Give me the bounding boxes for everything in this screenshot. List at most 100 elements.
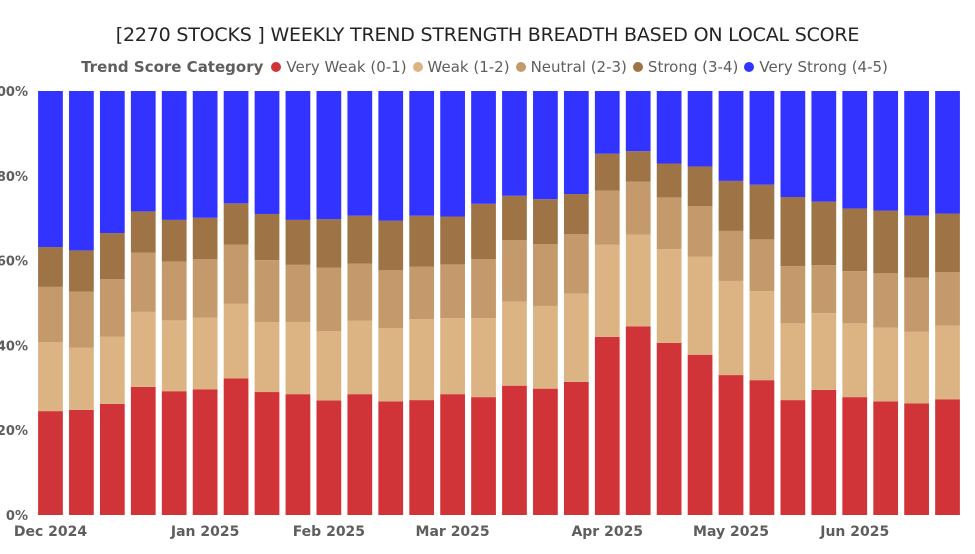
bar-segment-3-13[interactable]: [440, 216, 465, 265]
bar-segment-0-15[interactable]: [502, 385, 527, 515]
bar-segment-1-2[interactable]: [99, 336, 125, 404]
bar-segment-0-22[interactable]: [718, 375, 744, 515]
bar-segment-0-14[interactable]: [471, 397, 496, 515]
bar-segment-4-7[interactable]: [254, 91, 280, 214]
bar-segment-1-23[interactable]: [749, 291, 775, 381]
bar-segment-2-10[interactable]: [347, 263, 373, 321]
bar-segment-2-2[interactable]: [99, 279, 125, 337]
bar-segment-2-27[interactable]: [873, 273, 899, 328]
bar-segment-2-24[interactable]: [780, 266, 806, 324]
bar-segment-1-24[interactable]: [780, 323, 806, 401]
bar-segment-4-26[interactable]: [842, 91, 868, 209]
bar-segment-3-1[interactable]: [69, 250, 94, 292]
bar-segment-1-11[interactable]: [378, 328, 404, 402]
bar-segment-4-24[interactable]: [780, 91, 806, 197]
bar-segment-1-9[interactable]: [316, 330, 342, 401]
bar-segment-3-18[interactable]: [594, 153, 620, 191]
bar-segment-3-27[interactable]: [873, 210, 899, 274]
bar-segment-4-13[interactable]: [440, 91, 465, 217]
bar-segment-1-19[interactable]: [625, 234, 651, 327]
bar-segment-4-8[interactable]: [285, 91, 311, 220]
bar-segment-0-29[interactable]: [935, 399, 960, 515]
bar-segment-4-4[interactable]: [161, 91, 187, 220]
bar-segment-0-24[interactable]: [780, 400, 806, 515]
bar-segment-4-10[interactable]: [347, 91, 373, 216]
bar-segment-1-10[interactable]: [347, 320, 373, 395]
bar-segment-3-14[interactable]: [471, 203, 496, 260]
bar-segment-2-11[interactable]: [378, 270, 404, 329]
bar-segment-3-19[interactable]: [625, 151, 651, 182]
bar-segment-1-3[interactable]: [130, 311, 156, 387]
bar-segment-3-24[interactable]: [780, 197, 806, 267]
bar-segment-1-15[interactable]: [502, 301, 527, 386]
bar-segment-3-16[interactable]: [533, 199, 558, 245]
bar-segment-3-20[interactable]: [656, 163, 682, 198]
bar-segment-2-25[interactable]: [811, 265, 837, 314]
bar-segment-3-29[interactable]: [935, 213, 960, 273]
bar-segment-0-13[interactable]: [440, 394, 465, 515]
bar-segment-3-23[interactable]: [749, 184, 775, 240]
legend-item-4[interactable]: Very Strong (4-5): [744, 58, 888, 76]
bar-segment-3-8[interactable]: [285, 219, 311, 265]
bar-segment-4-14[interactable]: [471, 91, 496, 204]
bar-segment-3-25[interactable]: [811, 201, 837, 266]
bar-segment-1-14[interactable]: [471, 318, 496, 398]
bar-segment-2-9[interactable]: [316, 267, 342, 331]
bar-segment-4-16[interactable]: [533, 91, 558, 200]
bar-segment-3-7[interactable]: [254, 213, 280, 261]
bar-segment-2-28[interactable]: [904, 277, 929, 332]
bar-segment-2-15[interactable]: [502, 240, 527, 302]
bar-segment-2-8[interactable]: [285, 264, 311, 323]
bar-segment-2-5[interactable]: [192, 259, 218, 318]
bar-segment-1-20[interactable]: [656, 249, 682, 343]
bar-segment-4-17[interactable]: [563, 91, 589, 195]
bar-segment-3-5[interactable]: [192, 217, 218, 260]
bar-segment-4-18[interactable]: [594, 91, 620, 154]
bar-segment-4-12[interactable]: [409, 91, 435, 216]
bar-segment-3-15[interactable]: [502, 195, 527, 241]
bar-segment-3-17[interactable]: [563, 194, 589, 235]
bar-segment-2-20[interactable]: [656, 197, 682, 250]
bar-segment-4-2[interactable]: [99, 91, 125, 234]
bar-segment-4-5[interactable]: [192, 91, 218, 218]
bar-segment-4-25[interactable]: [811, 91, 837, 202]
bar-segment-4-1[interactable]: [69, 91, 94, 251]
bar-segment-2-17[interactable]: [563, 234, 589, 294]
bar-segment-4-19[interactable]: [625, 91, 651, 152]
bar-segment-4-6[interactable]: [223, 91, 249, 204]
bar-segment-0-3[interactable]: [130, 386, 156, 515]
bar-segment-1-18[interactable]: [594, 244, 620, 337]
bar-segment-2-21[interactable]: [687, 206, 713, 257]
legend-item-0[interactable]: Very Weak (0-1): [271, 58, 407, 76]
bar-segment-4-28[interactable]: [904, 91, 929, 216]
bar-segment-2-26[interactable]: [842, 271, 868, 324]
bar-segment-2-22[interactable]: [718, 230, 744, 281]
bar-segment-3-21[interactable]: [687, 166, 713, 207]
bar-segment-1-26[interactable]: [842, 323, 868, 398]
bar-segment-0-1[interactable]: [69, 409, 94, 515]
bar-segment-2-14[interactable]: [471, 259, 496, 319]
bar-segment-1-12[interactable]: [409, 319, 435, 401]
bar-segment-3-26[interactable]: [842, 208, 868, 272]
bar-segment-3-28[interactable]: [904, 215, 929, 278]
bar-segment-0-10[interactable]: [347, 394, 373, 515]
bar-segment-1-28[interactable]: [904, 331, 929, 404]
bar-segment-0-7[interactable]: [254, 392, 280, 515]
bar-segment-4-22[interactable]: [718, 91, 744, 181]
bar-segment-4-15[interactable]: [502, 91, 527, 196]
bar-segment-4-20[interactable]: [656, 91, 682, 164]
bar-segment-0-9[interactable]: [316, 400, 342, 515]
bar-segment-3-2[interactable]: [99, 233, 125, 280]
bar-segment-2-4[interactable]: [161, 261, 187, 321]
bar-segment-0-25[interactable]: [811, 389, 837, 515]
bar-segment-4-21[interactable]: [687, 91, 713, 167]
bar-segment-0-0[interactable]: [38, 411, 63, 515]
bar-segment-2-16[interactable]: [533, 244, 558, 306]
bar-segment-0-23[interactable]: [749, 380, 775, 515]
bar-segment-0-8[interactable]: [285, 394, 311, 515]
bar-segment-3-22[interactable]: [718, 180, 744, 231]
bar-segment-2-12[interactable]: [409, 266, 435, 320]
bar-segment-3-3[interactable]: [130, 211, 156, 253]
bar-segment-1-1[interactable]: [69, 347, 94, 410]
bar-segment-3-9[interactable]: [316, 219, 342, 268]
